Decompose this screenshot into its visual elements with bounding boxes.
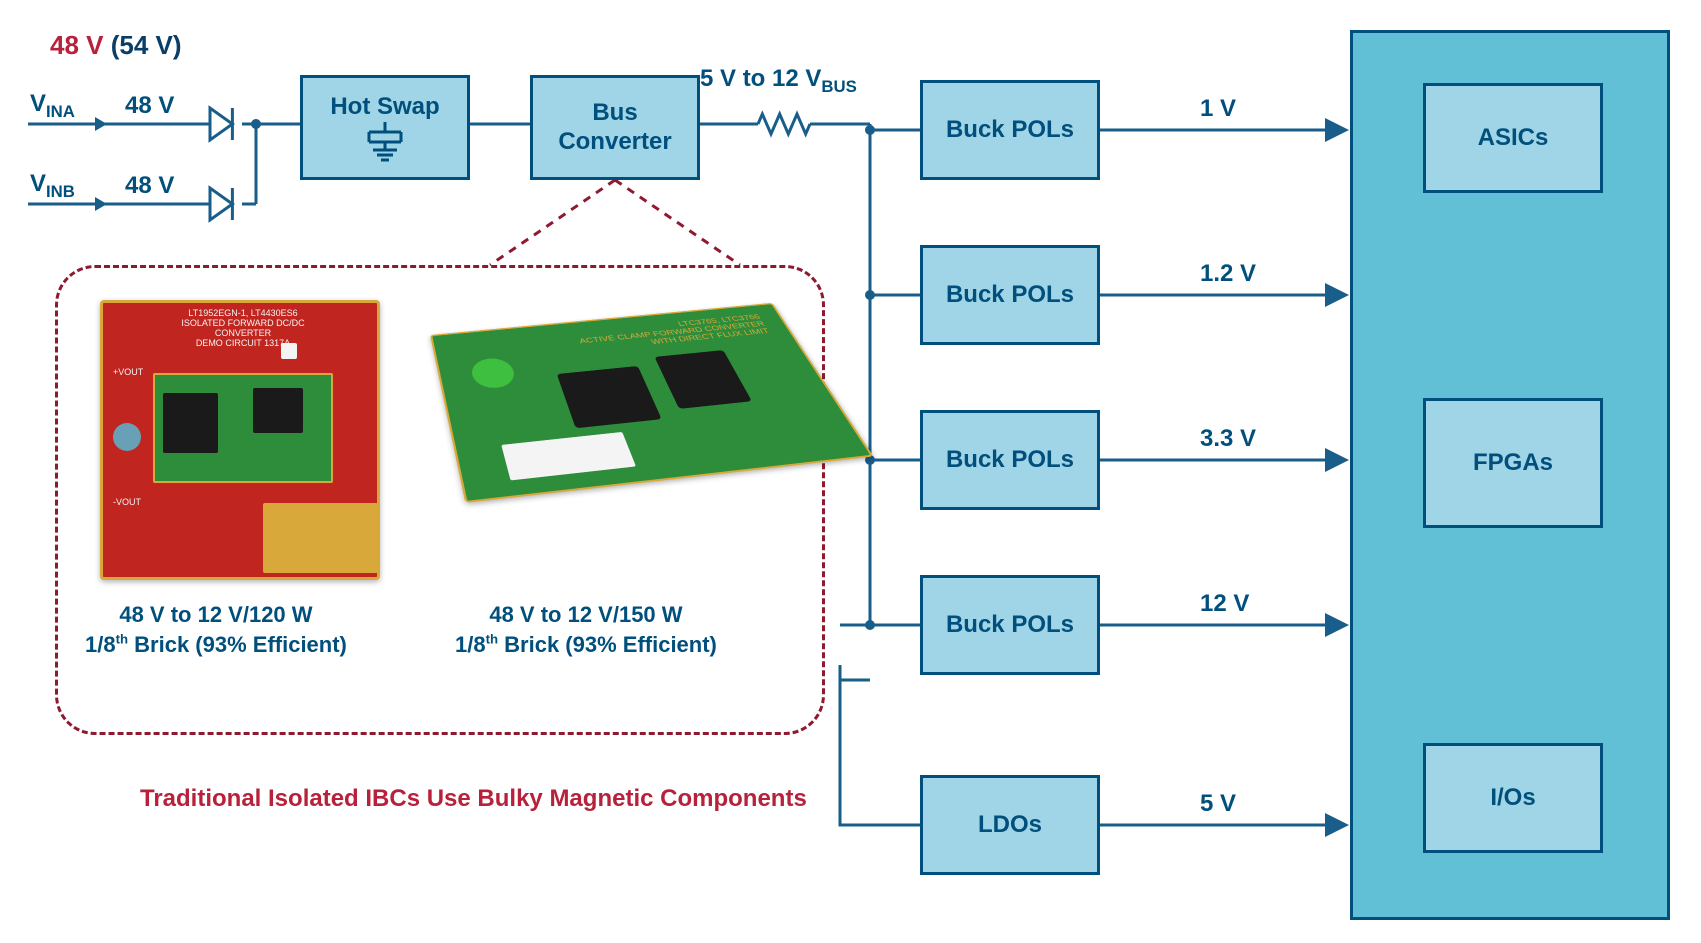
load-i/os: I/Os [1423, 743, 1603, 853]
green-board-header: LTC3765, LTC3766ACTIVE CLAMP FORWARD CON… [568, 313, 771, 353]
block-ldos: LDOs [920, 775, 1100, 875]
out-voltage-pol1: 1 V [1200, 95, 1236, 123]
red-board-header: LT1952EGN-1, LT4430ES6ISOLATED FORWARD D… [153, 309, 333, 349]
hotswap-label: Hot Swap [330, 93, 439, 122]
hotswap-icon [355, 122, 415, 162]
block-pol3: Buck POLs [920, 410, 1100, 510]
bus-label: 5 V to 12 VBUS [700, 65, 857, 97]
loads-container: ASICs FPGAs I/Os [1350, 30, 1670, 920]
block-label-line: Buck POLs [946, 116, 1074, 145]
load-asics: ASICs [1423, 83, 1603, 193]
block-label-line: Buck POLs [946, 446, 1074, 475]
title-red: 48 V [50, 30, 104, 60]
block-pol1: Buck POLs [920, 80, 1100, 180]
input-voltage-0: 48 V [125, 92, 174, 120]
out-voltage-pol3: 3.3 V [1200, 425, 1256, 453]
block-pol4: Buck POLs [920, 575, 1100, 675]
load-fpgas: FPGAs [1423, 398, 1603, 528]
block-pol2: Buck POLs [920, 245, 1100, 345]
title: 48 V (54 V) [50, 30, 182, 61]
block-label-line: Buck POLs [946, 611, 1074, 640]
out-voltage-ldos: 5 V [1200, 790, 1236, 818]
block-label-line: Bus [592, 99, 637, 128]
board-caption-1: 48 V to 12 V/150 W1/8th Brick (93% Effic… [455, 600, 717, 659]
red-board: LT1952EGN-1, LT4430ES6ISOLATED FORWARD D… [100, 300, 380, 580]
input-label-0: VINA [30, 90, 75, 122]
block-hotswap: Hot Swap [300, 75, 470, 180]
out-voltage-pol4: 12 V [1200, 590, 1249, 618]
block-label-line: LDOs [978, 811, 1042, 840]
title-blue: (54 V) [111, 30, 182, 60]
input-label-1: VINB [30, 170, 75, 202]
red-board--vout: -VOUT [113, 498, 141, 508]
block-busconv: BusConverter [530, 75, 700, 180]
red-board-+vout: +VOUT [113, 368, 143, 378]
footnote: Traditional Isolated IBCs Use Bulky Magn… [140, 785, 807, 813]
block-label-line: Converter [558, 128, 671, 157]
board-caption-0: 48 V to 12 V/120 W1/8th Brick (93% Effic… [85, 600, 347, 659]
out-voltage-pol2: 1.2 V [1200, 260, 1256, 288]
input-voltage-1: 48 V [125, 172, 174, 200]
block-label-line: Buck POLs [946, 281, 1074, 310]
